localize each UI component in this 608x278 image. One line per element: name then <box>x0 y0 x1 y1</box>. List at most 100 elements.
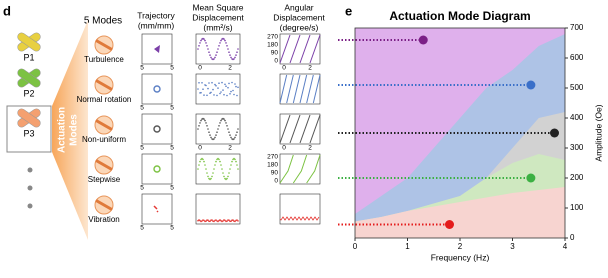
msd-dot <box>226 220 228 222</box>
msd-dot <box>205 42 207 44</box>
msd-dot <box>205 84 207 87</box>
msd-dot <box>214 56 216 59</box>
actuation-label: Modes <box>69 114 80 146</box>
trajectory-box <box>141 193 173 225</box>
y-tick-label: 600 <box>570 53 584 62</box>
angle-curve <box>309 114 321 144</box>
msd-dot <box>231 81 233 84</box>
msd-dot <box>224 39 226 42</box>
msd-dot <box>224 119 226 122</box>
msd-dot <box>237 220 239 222</box>
msd-dot <box>233 58 235 60</box>
wedge <box>52 20 88 240</box>
y-tick-label: 400 <box>570 113 584 122</box>
msd-dot <box>226 125 228 127</box>
x-axis-label: Frequency (Hz) <box>431 252 490 262</box>
msd-dot <box>210 56 212 59</box>
msd-dot <box>237 48 239 50</box>
msd-dot <box>222 172 224 174</box>
msd-dot <box>203 94 205 96</box>
msd-dot <box>235 85 237 88</box>
angle-curve <box>299 74 308 104</box>
msd-dot <box>197 48 199 50</box>
msd-dot <box>207 219 209 221</box>
angle-box <box>279 193 321 225</box>
selection-box <box>6 105 52 153</box>
msd-dot <box>206 45 208 47</box>
tick-label: 5 <box>170 65 174 72</box>
trajectory-box <box>141 153 173 185</box>
msd-dot <box>223 93 225 96</box>
x-tick-label: 2 <box>458 242 463 251</box>
column-header: Mean Square <box>192 2 243 12</box>
msd-dot <box>209 134 211 136</box>
msd-dot <box>224 83 226 86</box>
msd-dot <box>204 39 206 42</box>
panel-e: e Actuation Mode Diagram 0 100 200 300 400 500 6… <box>338 3 603 262</box>
angle-curve <box>279 114 291 144</box>
msd-dot <box>223 175 225 178</box>
tick-label: 5 <box>170 185 174 192</box>
msd-dot <box>218 45 220 47</box>
msd-dot <box>228 51 230 53</box>
msd-dot <box>220 119 222 122</box>
tick-label: 270 <box>267 34 278 41</box>
msd-dot <box>235 160 237 163</box>
particle <box>17 108 41 128</box>
msd-dot <box>207 48 209 50</box>
tick-label: 2 <box>308 145 312 152</box>
msd-dot <box>230 164 232 166</box>
mode-icon <box>95 79 113 91</box>
actuation-label: Actuation <box>57 107 68 153</box>
dot <box>27 203 33 209</box>
particle <box>17 68 41 88</box>
msd-dot <box>231 160 233 163</box>
tick-label: 270 <box>267 154 278 161</box>
trajectory <box>153 85 161 93</box>
msd-dot <box>232 219 234 221</box>
tick-label: 0 <box>274 58 278 65</box>
column-header: Displacement <box>273 12 325 22</box>
msd-dot <box>230 220 232 222</box>
tick-label: 2 <box>228 65 232 72</box>
msd-dot <box>199 42 201 44</box>
msd-dot <box>222 220 224 222</box>
tick-label: 2 <box>228 145 232 152</box>
msd-dot <box>210 136 212 139</box>
msd-dot <box>230 136 232 139</box>
msd-dot <box>200 39 202 42</box>
msd-dot <box>219 42 221 44</box>
msd-dot <box>222 89 224 91</box>
msd-dot <box>208 82 210 84</box>
msd-dot <box>227 128 229 130</box>
tick-label: 0 <box>198 145 202 152</box>
y-tick-label: 0 <box>570 233 575 242</box>
msd-dot <box>213 94 215 96</box>
angle-box <box>279 113 321 145</box>
msd-dot <box>226 94 228 97</box>
msd-dot <box>223 38 225 40</box>
tick-label: 5 <box>140 105 144 112</box>
column-header: (degree/s) <box>280 22 319 32</box>
msd-dot <box>210 177 212 180</box>
tick-label: 5 <box>170 225 174 232</box>
panel-label: d <box>3 3 11 18</box>
msd-dot <box>224 219 226 222</box>
msd-dot <box>198 164 200 166</box>
msd-dot <box>211 219 213 221</box>
msd-dot <box>209 54 211 56</box>
msd-dot <box>203 38 205 40</box>
msd-dot <box>237 168 239 170</box>
angle-curve <box>306 154 321 184</box>
x-tick-label: 3 <box>510 242 515 251</box>
msd-dot <box>219 92 221 95</box>
tick-label: 2 <box>308 65 312 72</box>
msd-dot <box>197 88 199 90</box>
angle-curve <box>312 74 321 104</box>
tick-label: 180 <box>267 162 278 169</box>
tick-label: 5 <box>140 65 144 72</box>
particle-label: P3 <box>23 128 34 138</box>
mode-region <box>355 187 565 238</box>
msd-dot <box>221 168 223 170</box>
